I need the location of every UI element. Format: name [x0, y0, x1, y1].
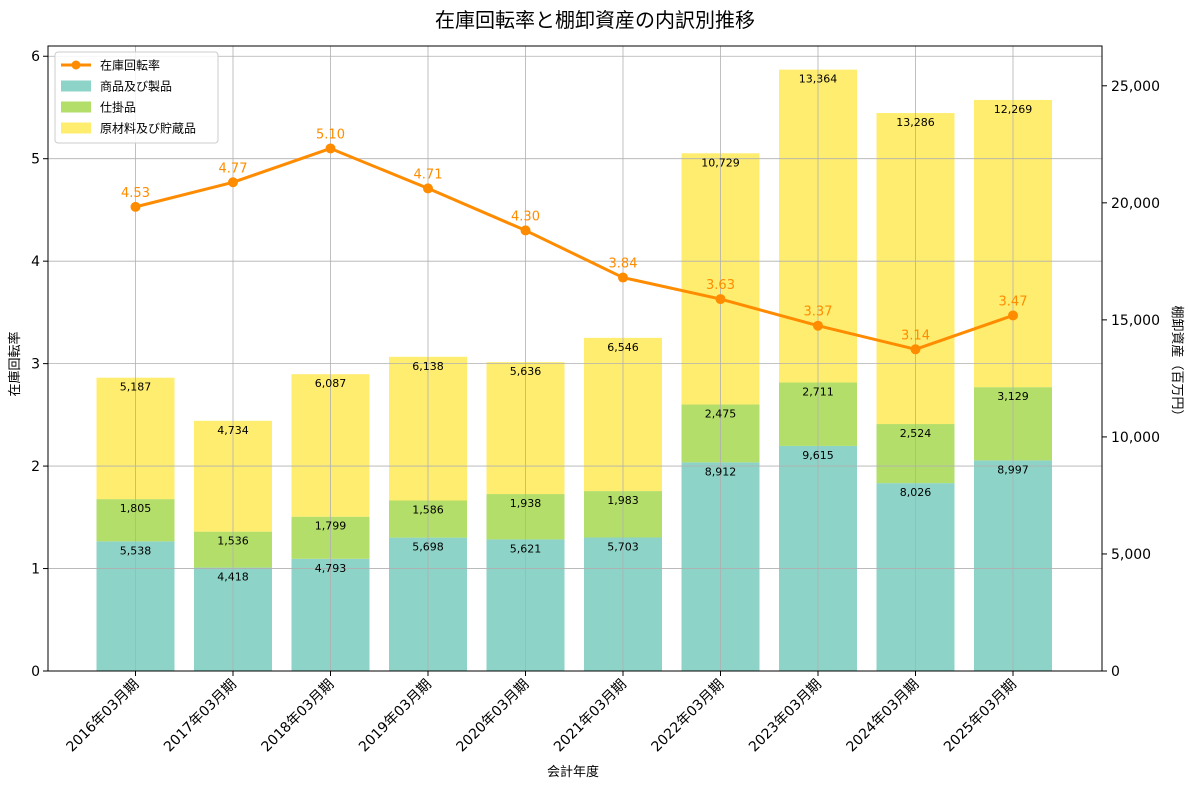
- bar-label-1-7: 8,912: [705, 465, 737, 478]
- turnover-label-9: 3.14: [901, 328, 930, 343]
- line-layer: 4.53 4.77 5.10 4.71 4.30 3.84 3.63 3.37 3.14 3.47: [121, 127, 1028, 355]
- y-tick-5: 4: [31, 254, 40, 270]
- plot-frame: [47, 45, 1103, 672]
- turnover-label-7: 3.63: [706, 278, 735, 293]
- turnover-label-5: 4.30: [511, 209, 540, 224]
- legend-swatch-3: [61, 122, 91, 134]
- bar-label-2-10: 3,129: [997, 390, 1029, 403]
- bar-label-1-8: 9,615: [802, 449, 834, 462]
- bar-label-3-5: 5,636: [510, 365, 542, 378]
- y-tick-2: 1: [31, 562, 40, 578]
- bar-label-1-5: 5,621: [510, 542, 542, 555]
- y2-tick-6: 25,000: [1111, 79, 1160, 95]
- bar-label-2-8: 2,711: [802, 385, 834, 398]
- bar-labels-layer: 5,538 1,805 5,187 4,418 1,536 4,734 4,793 1,799…: [120, 73, 1033, 584]
- turnover-label-8: 3.37: [804, 305, 833, 320]
- turnover-label-1: 4.53: [121, 186, 150, 201]
- bar-label-3-10: 12,269: [994, 103, 1033, 116]
- x-axis-label: 会計年度: [547, 764, 599, 780]
- turnover-label-6: 3.84: [609, 257, 638, 272]
- legend-label-2: 仕掛品: [100, 100, 136, 115]
- bar-label-2-9: 2,524: [900, 427, 932, 440]
- y-axis-label: 在庫回転率: [7, 331, 23, 396]
- bar-label-2-6: 1,983: [607, 494, 639, 507]
- bar-label-3-3: 6,087: [315, 377, 347, 390]
- legend-label-3: 原材料及び貯蔵品: [100, 122, 196, 136]
- bar-label-3-8: 13,364: [799, 73, 838, 86]
- y-tick-3: 2: [31, 459, 40, 475]
- y2-tick-1: 0: [1111, 664, 1120, 680]
- chart-title: 在庫回転率と棚卸資産の内訳別推移: [435, 8, 755, 32]
- bar-label-1-3: 4,793: [315, 562, 347, 575]
- bar-label-3-1: 5,187: [120, 381, 152, 394]
- y2-tick-4: 15,000: [1111, 313, 1160, 329]
- x-tick-1: 2016年03月期: [64, 677, 143, 756]
- bar-label-1-1: 5,538: [120, 544, 152, 557]
- legend-box: [54, 51, 219, 144]
- turnover-label-4: 4.71: [414, 167, 443, 182]
- turnover-point-6: [618, 272, 628, 283]
- bar-label-1-4: 5,698: [412, 541, 444, 554]
- turnover-label-2: 4.77: [219, 161, 248, 176]
- turnover-point-3: [325, 143, 336, 154]
- x-tick-7: 2022年03月期: [649, 677, 728, 756]
- x-tick-5: 2020年03月期: [454, 677, 533, 756]
- bar-label-2-3: 1,799: [315, 520, 347, 533]
- bar-label-3-7: 10,729: [701, 156, 740, 169]
- turnover-point-7: [715, 294, 726, 305]
- bar-label-1-2: 4,418: [217, 571, 249, 584]
- y-tick-4: 3: [31, 357, 40, 373]
- bar-label-1-10: 8,997: [997, 463, 1029, 476]
- bar-label-3-2: 4,734: [217, 424, 249, 437]
- bar-label-2-1: 1,805: [120, 502, 152, 515]
- x-tick-8: 2023年03月期: [746, 677, 825, 756]
- bar-label-2-7: 2,475: [705, 407, 737, 420]
- turnover-label-3: 5.10: [316, 127, 345, 142]
- bar-label-1-9: 8,026: [900, 486, 932, 499]
- x-tick-10: 2025年03月期: [941, 677, 1020, 756]
- turnover-point-4: [423, 183, 433, 194]
- turnover-point-8: [813, 320, 823, 331]
- turnover-label-10: 3.47: [999, 294, 1028, 309]
- x-tick-3: 2018年03月期: [259, 677, 338, 756]
- bar-label-2-4: 1,586: [412, 503, 444, 516]
- bar-label-3-6: 6,546: [607, 341, 639, 354]
- turnover-point-1: [130, 201, 141, 212]
- legend-label-line: 在庫回転率: [100, 58, 160, 73]
- turnover-point-10: [1008, 310, 1018, 321]
- y2-tick-3: 10,000: [1111, 430, 1160, 446]
- legend-label-1: 商品及び製品: [100, 79, 172, 94]
- turnover-point-2: [228, 177, 238, 188]
- bar-label-2-5: 1,938: [510, 497, 542, 510]
- y-tick-6: 5: [31, 152, 40, 168]
- bar-label-3-4: 6,138: [412, 360, 444, 373]
- turnover-line: [135, 146, 1014, 351]
- bar-label-1-6: 5,703: [607, 541, 639, 554]
- turnover-point-9: [910, 344, 921, 355]
- y2-tick-5: 20,000: [1111, 196, 1160, 212]
- legend-swatch-1: [61, 80, 91, 92]
- grid-layer: [48, 46, 1102, 672]
- y2-tick-2: 5,000: [1111, 547, 1151, 563]
- y-tick-1: 0: [31, 664, 40, 680]
- legend-swatch-2: [61, 101, 91, 113]
- y-tick-7: 6: [31, 49, 40, 65]
- x-tick-4: 2019年03月期: [356, 677, 435, 756]
- x-tick-6: 2021年03月期: [551, 677, 630, 756]
- y2-axis-label: 棚卸資産（百万円）: [1169, 305, 1185, 422]
- turnover-point-5: [520, 225, 531, 236]
- x-tick-9: 2024年03月期: [844, 677, 923, 756]
- bar-label-3-9: 13,286: [896, 116, 935, 129]
- x-tick-2: 2017年03月期: [161, 677, 240, 756]
- legend-line-marker: [71, 60, 81, 70]
- bar-label-2-2: 1,536: [217, 535, 249, 548]
